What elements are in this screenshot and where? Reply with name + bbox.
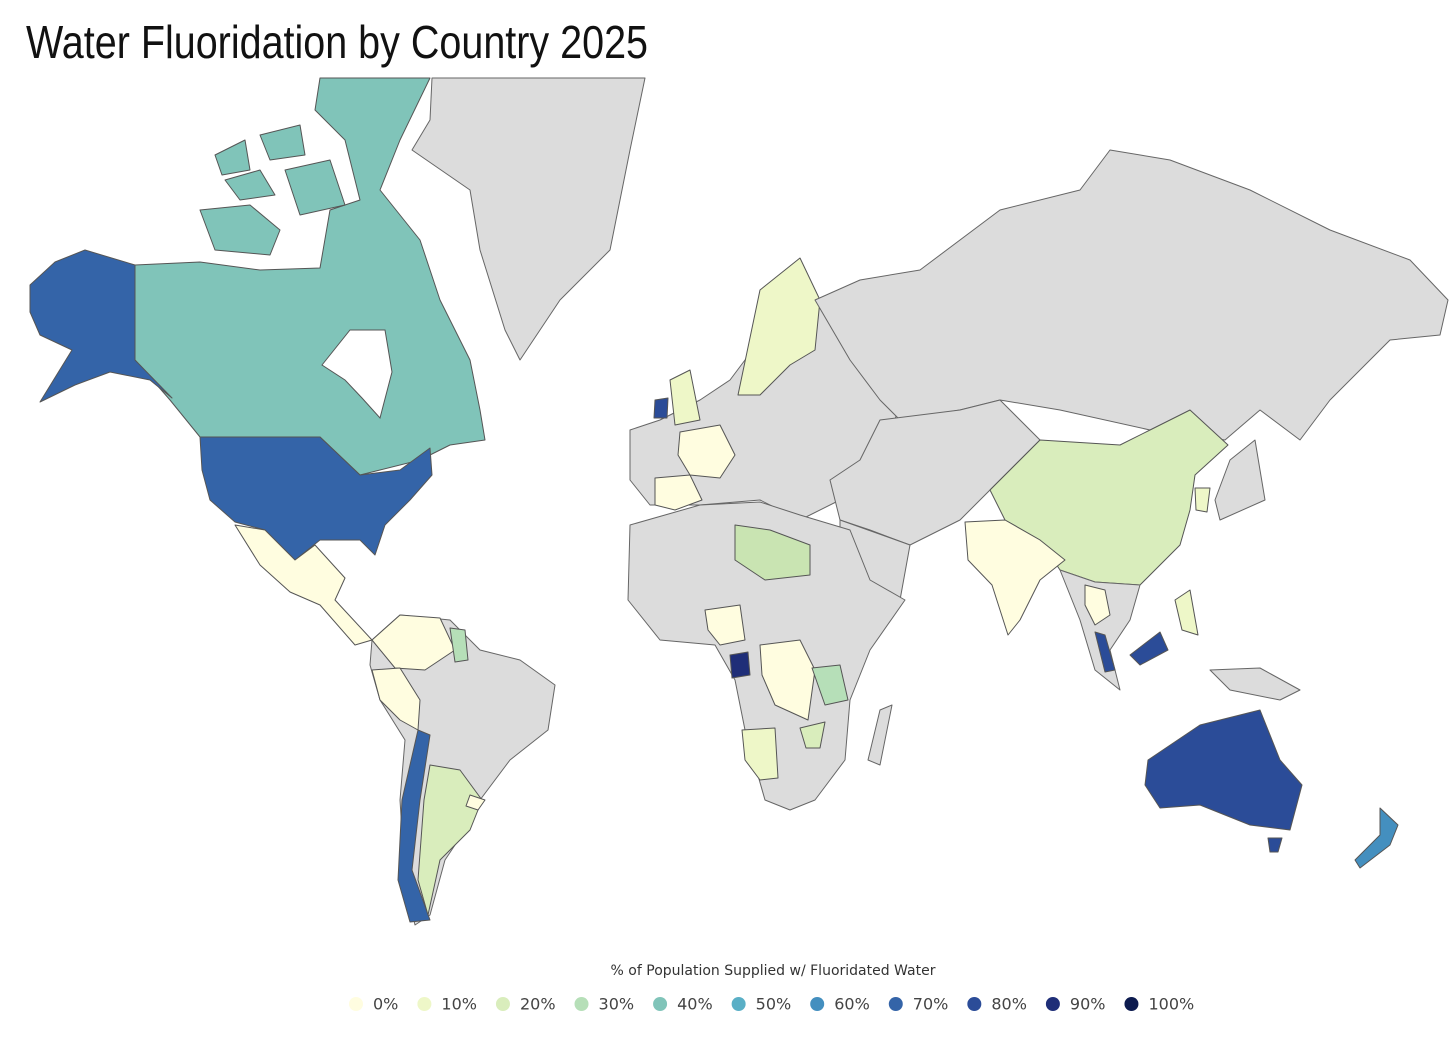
region: [741, 727, 779, 781]
legend-label: 80%: [991, 995, 1027, 1014]
region: [199, 436, 433, 561]
region: [449, 627, 469, 663]
legend-swatch: [574, 997, 589, 1011]
region: [1267, 837, 1283, 853]
region: [964, 519, 1066, 636]
region: [654, 474, 703, 511]
region: [737, 257, 821, 396]
region: [1094, 631, 1116, 673]
legend-label: 10%: [441, 995, 477, 1014]
region: [1174, 589, 1199, 636]
region: [729, 651, 751, 679]
legend-swatch: [810, 997, 825, 1011]
legend-swatch: [888, 997, 903, 1011]
region: [29, 249, 173, 403]
legend-swatch: [967, 997, 982, 1011]
region: [1209, 667, 1301, 701]
legend-label: 30%: [599, 995, 635, 1014]
region: [799, 721, 826, 749]
region: [259, 124, 306, 161]
region: [669, 369, 701, 426]
legend-label: 40%: [677, 995, 713, 1014]
countries: [29, 77, 1449, 926]
legend-swatch: [653, 997, 668, 1011]
legend-label: 100%: [1148, 995, 1194, 1014]
region: [1194, 487, 1211, 513]
region: [1059, 569, 1141, 691]
region: [811, 664, 849, 706]
region: [224, 169, 276, 201]
region: [653, 397, 669, 419]
region: [1144, 709, 1303, 831]
legend-swatch: [1124, 997, 1139, 1011]
region: [734, 524, 811, 581]
region: [284, 159, 346, 216]
region: [829, 399, 1041, 546]
region: [867, 704, 893, 766]
legend-swatch: [349, 997, 363, 1011]
region: [1354, 807, 1399, 869]
region: [1129, 631, 1169, 666]
region: [1084, 584, 1111, 626]
legend-label: 20%: [520, 995, 556, 1014]
legend-swatch: [417, 997, 432, 1011]
legend-label: 50%: [756, 995, 792, 1014]
region: [397, 729, 431, 923]
legend-label: 0%: [373, 995, 398, 1014]
legend-label: 90%: [1070, 995, 1106, 1014]
region: [677, 424, 736, 479]
water: [321, 329, 393, 420]
map-title: Water Fluoridation by Country 2025: [26, 16, 648, 68]
region: [465, 794, 486, 811]
legend-title: % of Population Supplied w/ Fluoridated …: [611, 963, 936, 979]
region: [814, 149, 1449, 441]
legend-swatch: [495, 997, 510, 1011]
region: [199, 204, 281, 256]
legend-label: 70%: [913, 995, 949, 1014]
legend-swatch: [731, 997, 746, 1011]
region: [214, 139, 251, 176]
region: [704, 604, 746, 646]
legend: 0% 10% 20% 30% 40% 50% 60% 70% 80% 90% 100%: [349, 995, 1194, 1014]
region: [759, 639, 816, 721]
region: [417, 764, 483, 916]
region: [411, 77, 646, 361]
legend-swatch: [1045, 997, 1060, 1011]
legend-label: 60%: [834, 995, 870, 1014]
region: [1214, 439, 1266, 521]
region: [234, 524, 373, 646]
